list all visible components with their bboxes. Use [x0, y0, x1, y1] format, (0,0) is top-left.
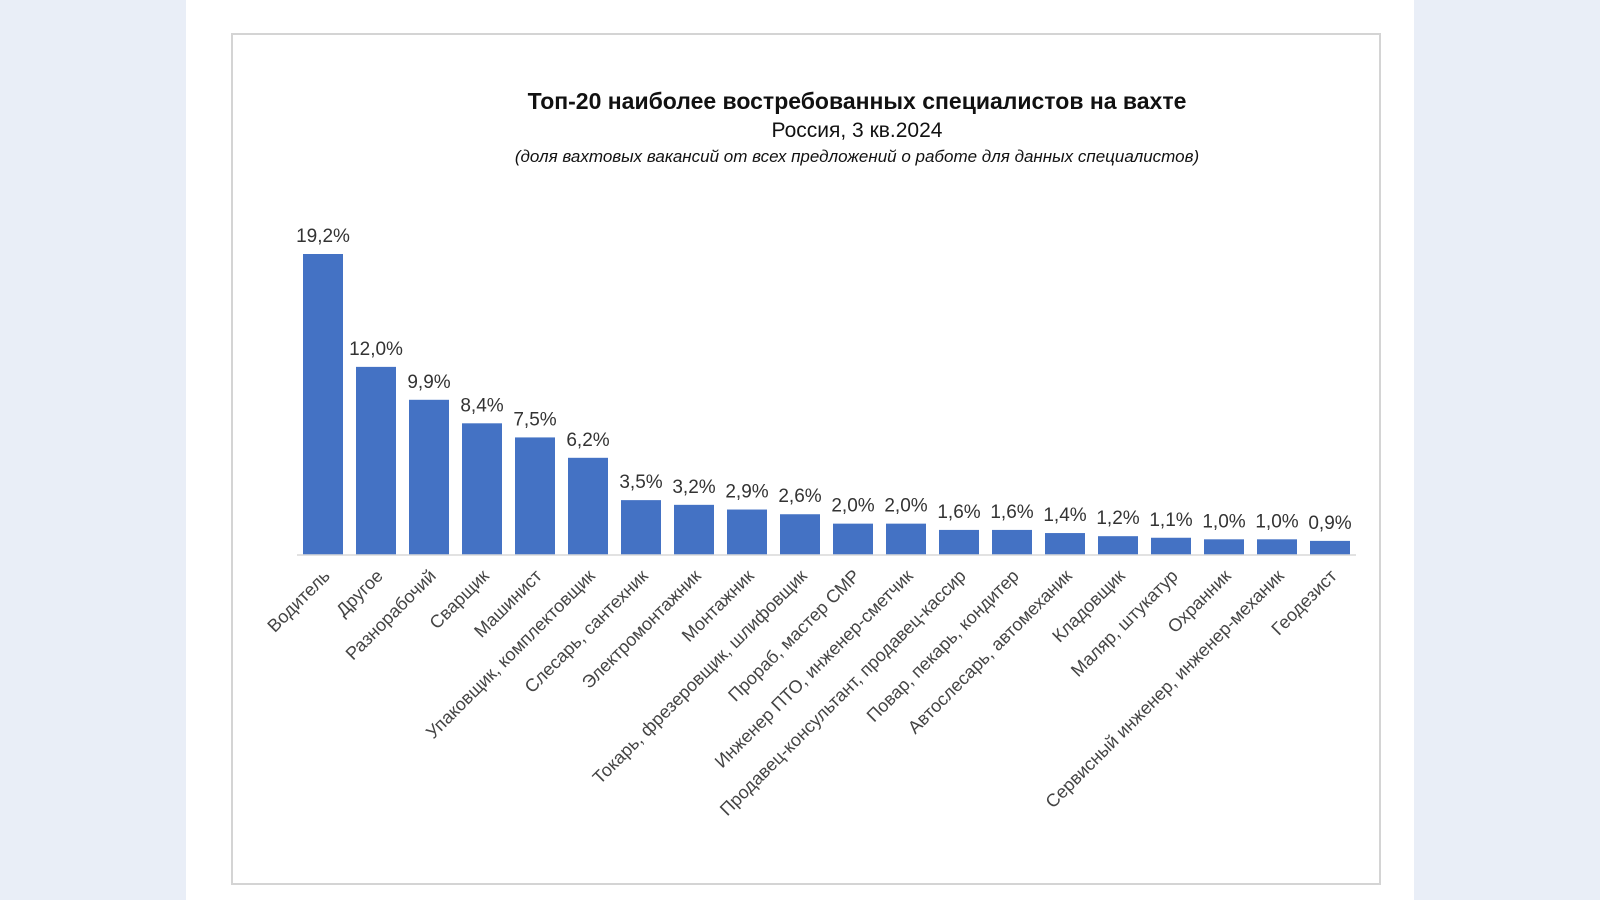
data-label: 1,2%: [1096, 508, 1139, 529]
bar: [1098, 536, 1138, 555]
bar: [621, 500, 661, 555]
bar: [303, 254, 343, 555]
data-label: 1,0%: [1255, 511, 1298, 532]
chart-title: Топ-20 наиболее востребованных специалис…: [528, 88, 1187, 114]
bar: [992, 529, 1032, 555]
bar: [1310, 540, 1350, 555]
data-label: 7,5%: [513, 409, 556, 430]
category-label: Продавец-консультант, продавец-кассир: [716, 566, 970, 820]
data-label: 2,6%: [778, 486, 821, 507]
chart-note: (доля вахтовых вакансий от всех предложе…: [515, 147, 1199, 166]
bar: [674, 504, 714, 555]
category-labels-layer: ВодительДругоеРазнорабочийСварщикМашинис…: [263, 566, 1340, 820]
bar: [1204, 539, 1244, 555]
bar: [833, 523, 873, 555]
data-label: 6,2%: [566, 430, 609, 451]
category-label: Водитель: [263, 566, 333, 636]
bar: [1151, 537, 1191, 555]
bars-layer: [303, 254, 1350, 555]
data-label: 1,1%: [1149, 510, 1192, 531]
data-label: 2,0%: [884, 496, 927, 517]
bar: [886, 523, 926, 555]
data-label: 8,4%: [460, 395, 503, 416]
value-labels-layer: 19,2% 12,0%9,9% 8,4% 7,5% 6,2% 3,5% 3,2% 2,9% 2,…: [296, 226, 1352, 534]
data-label: 2,9%: [725, 482, 768, 503]
chart-subtitle: Россия, 3 кв.2024: [772, 119, 943, 142]
bar: [939, 529, 979, 555]
data-label: 19,2%: [296, 226, 350, 247]
bar: [1257, 539, 1297, 555]
bar: [515, 437, 555, 555]
data-label: 2,0%: [831, 496, 874, 517]
bar: [568, 457, 608, 555]
category-label: Разнорабочий: [342, 566, 440, 664]
data-label: 1,6%: [937, 502, 980, 523]
data-label: 9,9%: [407, 372, 450, 393]
data-label: 12,0%: [349, 339, 403, 360]
data-label: 1,4%: [1043, 505, 1086, 526]
bar: [356, 366, 396, 555]
data-label: 1,0%: [1202, 511, 1245, 532]
bar: [462, 423, 502, 555]
data-label: 1,6%: [990, 502, 1033, 523]
category-label: Инженер ПТО, инженер-сметчик: [711, 566, 917, 772]
bar: [780, 514, 820, 555]
data-label: 0,9%: [1308, 513, 1351, 534]
bar: [1045, 533, 1085, 555]
data-label: 3,5%: [619, 472, 662, 493]
bar: [409, 399, 449, 555]
data-label: 3,2%: [672, 477, 715, 498]
bar: [727, 509, 767, 555]
